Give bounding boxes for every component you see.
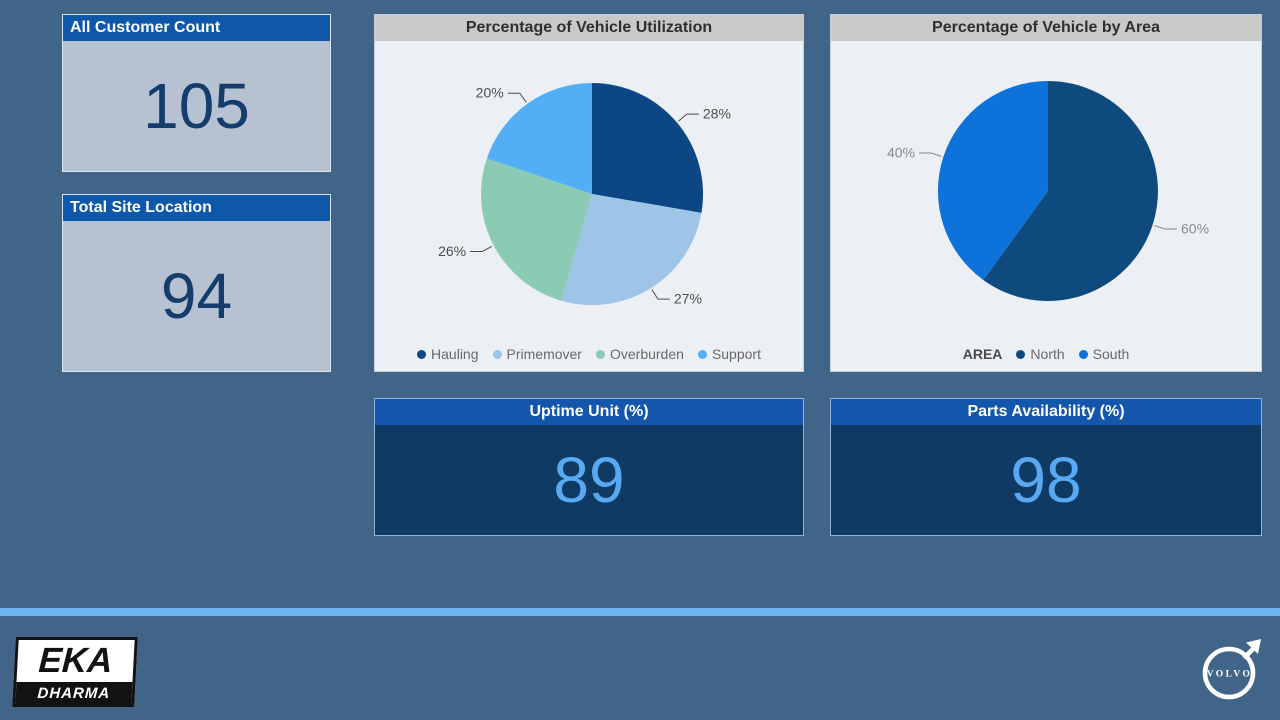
pie-label: 20% bbox=[476, 85, 504, 101]
pie-slice-north[interactable] bbox=[983, 81, 1158, 302]
divider-line bbox=[0, 608, 1280, 616]
vehicle-utilization-pie-chart: 28% 27% 26% 20% bbox=[438, 83, 731, 307]
legend-label: South bbox=[1092, 346, 1130, 362]
legend-label: Support bbox=[711, 346, 761, 362]
card-value: 94 bbox=[160, 260, 233, 332]
card-total-site-location: Total Site Location 94 bbox=[62, 194, 331, 372]
pie-slice-hauling[interactable] bbox=[592, 83, 704, 213]
legend-item-support[interactable]: Support bbox=[697, 346, 761, 362]
pie-slice-support[interactable] bbox=[486, 83, 592, 194]
pie-label-leader bbox=[651, 289, 670, 300]
vehicle-utilization-legend: Hauling Primemover Overburden Support bbox=[375, 346, 803, 362]
card-value: 98 bbox=[1010, 444, 1082, 516]
legend-item-primemover[interactable]: Primemover bbox=[492, 346, 582, 362]
legend-dot bbox=[1016, 349, 1026, 359]
legend-title: AREA bbox=[962, 346, 1003, 362]
card-all-customer-count: All Customer Count 105 bbox=[62, 14, 331, 172]
legend-dot bbox=[1078, 349, 1088, 359]
card-value: 105 bbox=[143, 70, 250, 142]
card-title: Total Site Location bbox=[63, 195, 330, 221]
legend-label: Overburden bbox=[609, 346, 684, 362]
card-uptime-unit: Uptime Unit (%) 89 bbox=[374, 398, 804, 536]
legend-item-north[interactable]: North bbox=[1016, 346, 1065, 362]
pie-label-leader bbox=[919, 152, 942, 157]
legend-label: North bbox=[1030, 346, 1065, 362]
pie-slice-primemover[interactable] bbox=[561, 194, 702, 306]
pie-label-leader bbox=[470, 245, 493, 252]
volvo-arrow-head bbox=[1246, 639, 1261, 654]
pie-slice-overburden[interactable] bbox=[481, 158, 592, 301]
volvo-logo: VOLVO bbox=[1202, 639, 1261, 700]
legend-dot bbox=[417, 349, 427, 359]
legend-item-south[interactable]: South bbox=[1078, 346, 1130, 362]
pie-label: 28% bbox=[703, 106, 731, 122]
legend-dot bbox=[697, 349, 707, 359]
panel-title: Percentage of Vehicle Utilization bbox=[375, 15, 803, 41]
pie-label: 26% bbox=[438, 243, 466, 259]
card-parts-availability: Parts Availability (%) 98 bbox=[830, 398, 1262, 536]
dharma-logo-text: DHARMA bbox=[15, 682, 133, 704]
panel-vehicle-by-area: Percentage of Vehicle by Area 60% 40% ARE… bbox=[830, 14, 1262, 372]
eka-logo-text: EKA bbox=[37, 641, 114, 680]
volvo-ring bbox=[1202, 646, 1256, 700]
card-title: All Customer Count bbox=[63, 15, 330, 41]
legend-label: Primemover bbox=[506, 346, 582, 362]
pie-slice-south[interactable] bbox=[937, 80, 1048, 280]
card-value: 89 bbox=[553, 444, 625, 516]
vehicle-by-area-legend: AREA North South bbox=[831, 346, 1261, 362]
vehicle-by-area-pie-chart: 60% 40% bbox=[887, 80, 1209, 302]
pie-label: 40% bbox=[887, 145, 915, 161]
pie-label: 60% bbox=[1181, 221, 1209, 237]
panel-vehicle-utilization: Percentage of Vehicle Utilization 28% 27%… bbox=[374, 14, 804, 372]
volvo-logo-text: VOLVO bbox=[1207, 670, 1253, 680]
pie-label-leader bbox=[1154, 225, 1177, 230]
pie-label-leader bbox=[678, 113, 699, 122]
card-title: Parts Availability (%) bbox=[831, 399, 1261, 425]
eka-dharma-logo: EKA DHARMA bbox=[12, 637, 138, 707]
legend-dot bbox=[492, 349, 502, 359]
panel-title: Percentage of Vehicle by Area bbox=[831, 15, 1261, 41]
pie-label: 27% bbox=[674, 291, 702, 307]
volvo-arrow-shaft bbox=[1242, 646, 1256, 660]
pie-label-leader bbox=[507, 92, 527, 103]
legend-label: Hauling bbox=[431, 346, 479, 362]
card-title: Uptime Unit (%) bbox=[375, 399, 803, 425]
legend-item-overburden[interactable]: Overburden bbox=[595, 346, 684, 362]
legend-item-hauling[interactable]: Hauling bbox=[417, 346, 479, 362]
legend-dot bbox=[595, 349, 605, 359]
